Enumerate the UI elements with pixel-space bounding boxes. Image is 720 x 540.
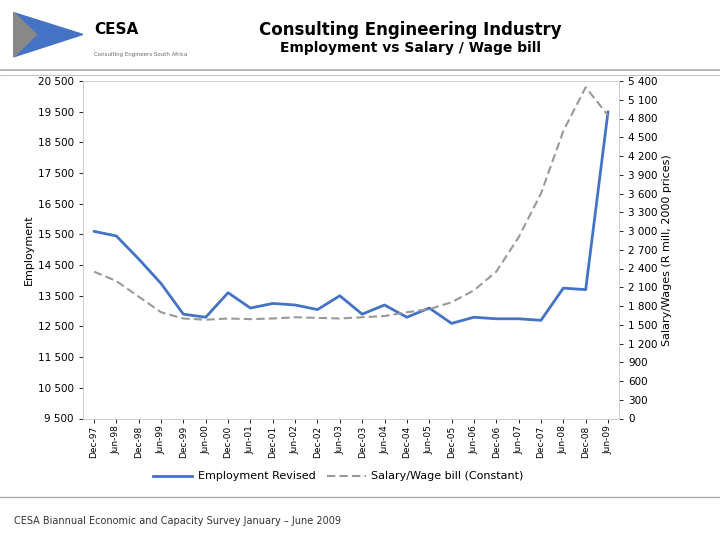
Polygon shape (14, 12, 37, 57)
Polygon shape (14, 12, 83, 57)
Text: CESA Biannual Economic and Capacity Survey January – June 2009: CESA Biannual Economic and Capacity Surv… (14, 516, 341, 525)
Text: Employment vs Salary / Wage bill: Employment vs Salary / Wage bill (280, 40, 541, 55)
Y-axis label: Employment: Employment (24, 214, 34, 285)
Legend: Employment Revised, Salary/Wage bill (Constant): Employment Revised, Salary/Wage bill (Co… (149, 467, 528, 486)
Text: Consulting Engineers South Africa: Consulting Engineers South Africa (94, 52, 188, 57)
Text: CESA: CESA (94, 22, 138, 37)
Text: Consulting Engineering Industry: Consulting Engineering Industry (259, 21, 562, 39)
Y-axis label: Salary/Wages (R mill, 2000 prices): Salary/Wages (R mill, 2000 prices) (662, 154, 672, 346)
